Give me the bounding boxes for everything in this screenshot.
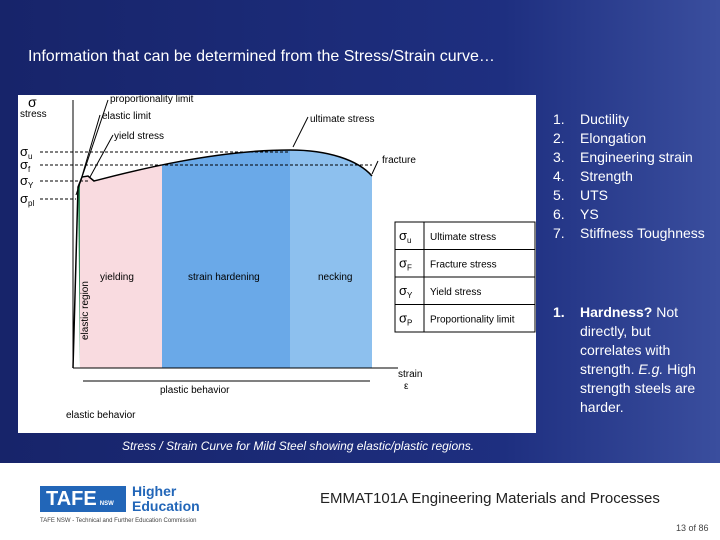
callout: ultimate stress [310, 114, 374, 125]
symbol: σf [20, 157, 31, 174]
symbol: σY [20, 173, 34, 190]
logo: TAFE NSW [40, 486, 126, 512]
symbol: σP [399, 311, 412, 328]
symbol-main: σ [399, 311, 407, 326]
list-item: 2. Elongation [553, 129, 713, 148]
callout: proportionality limit [110, 95, 194, 105]
symbol-sub: f [28, 165, 31, 174]
yielding-area [80, 165, 162, 368]
symbol-sub: P [407, 319, 412, 328]
list-item: 1. Ductility [553, 110, 713, 129]
brand-line: Higher [132, 483, 177, 499]
symbol-main: σ [20, 173, 28, 188]
note-italic: E.g. [638, 361, 664, 377]
bottom-label: plastic behavior [160, 385, 230, 396]
list-item: 6. YS [553, 205, 713, 224]
symbol-main: σ [399, 283, 407, 298]
note: 1. Hardness? Not directly, but correlate… [553, 303, 703, 417]
symbol-sub: Y [407, 291, 413, 300]
org: TAFE NSW - Technical and Further Educati… [40, 518, 197, 524]
symbol-main: σ [399, 228, 407, 243]
item-number: 3. [553, 149, 565, 165]
symbol-sub: u [28, 152, 32, 161]
item-number: 6. [553, 206, 565, 222]
item-number: 7. [553, 225, 565, 241]
item-text: Ductility [580, 111, 630, 127]
x-symbol: ε [404, 381, 409, 392]
item-text: Engineering strain [580, 149, 693, 165]
brand-line: Education [132, 498, 200, 514]
list-item: 5. UTS [553, 186, 713, 205]
course: EMMAT101A Engineering Materials and Proc… [320, 490, 660, 507]
item-number: 5. [553, 187, 565, 203]
symbol: σF [399, 256, 412, 273]
necking-area [290, 150, 372, 368]
brand: Higher Education [132, 484, 200, 514]
list-item: 3. Engineering strain [553, 148, 713, 167]
list-item: 4. Strength [553, 167, 713, 186]
symbol: σY [399, 283, 413, 300]
logo-sub: NSW [99, 501, 114, 507]
item-number: 4. [553, 168, 565, 184]
note-number: 1. [553, 304, 565, 320]
hardening-area [162, 150, 290, 368]
item-text: Strength [580, 168, 633, 184]
symbol: σpl [20, 191, 34, 208]
x-label: strain [398, 369, 422, 380]
item-text: YS [580, 206, 599, 222]
callout-lines [75, 99, 379, 196]
symbol-main: σ [20, 191, 28, 206]
legend-text: Yield stress [430, 287, 481, 298]
bottom-label: elastic behavior [66, 410, 136, 421]
page-number: 13 of 86 [676, 523, 709, 533]
symbol: σu [20, 144, 32, 161]
y-symbol: σ [28, 95, 37, 110]
logo-text: TAFE [46, 488, 97, 510]
callout: elastic limit [102, 111, 151, 122]
legend-text: Proportionality limit [430, 315, 515, 326]
callout: fracture [382, 155, 416, 166]
symbol-sub: pl [28, 199, 34, 208]
item-number: 1. [553, 111, 565, 127]
guides [40, 151, 372, 200]
symbol-main: σ [399, 256, 407, 271]
y-label: stress [20, 109, 47, 120]
property-list: 1. Ductility 2. Elongation 3. Engineering str… [553, 110, 713, 243]
note-text: Hardness? Not directly, but correlates w… [580, 303, 703, 417]
symbol-sub: F [407, 264, 412, 273]
symbol: σu [399, 228, 411, 245]
region-label: strain hardening [188, 272, 260, 283]
region-label: yielding [100, 272, 134, 283]
region-label: elastic region [80, 281, 91, 340]
legend-text: Ultimate stress [430, 232, 496, 243]
caption: Stress / Strain Curve for Mild Steel sho… [122, 439, 475, 453]
item-number: 2. [553, 130, 565, 146]
list-item: 7. Stiffness Toughness [553, 224, 713, 243]
symbol-sub: Y [28, 181, 34, 190]
note-rest: High strength steels are harder. [580, 361, 696, 415]
note-bold: Hardness? [580, 304, 653, 320]
region-label: necking [318, 272, 352, 283]
symbol-sub: u [407, 236, 411, 245]
curve [72, 149, 373, 369]
symbol-main: σ [20, 157, 28, 172]
item-text: Elongation [580, 130, 647, 146]
item-text: UTS [580, 187, 608, 203]
item-text: Stiffness Toughness [580, 225, 705, 241]
callout: yield stress [114, 131, 164, 142]
legend-text: Fracture stress [430, 260, 497, 271]
title: Information that can be determined from … [28, 48, 495, 65]
note-body: Not directly, but correlates with streng… [580, 304, 679, 377]
symbol-main: σ [20, 144, 28, 159]
